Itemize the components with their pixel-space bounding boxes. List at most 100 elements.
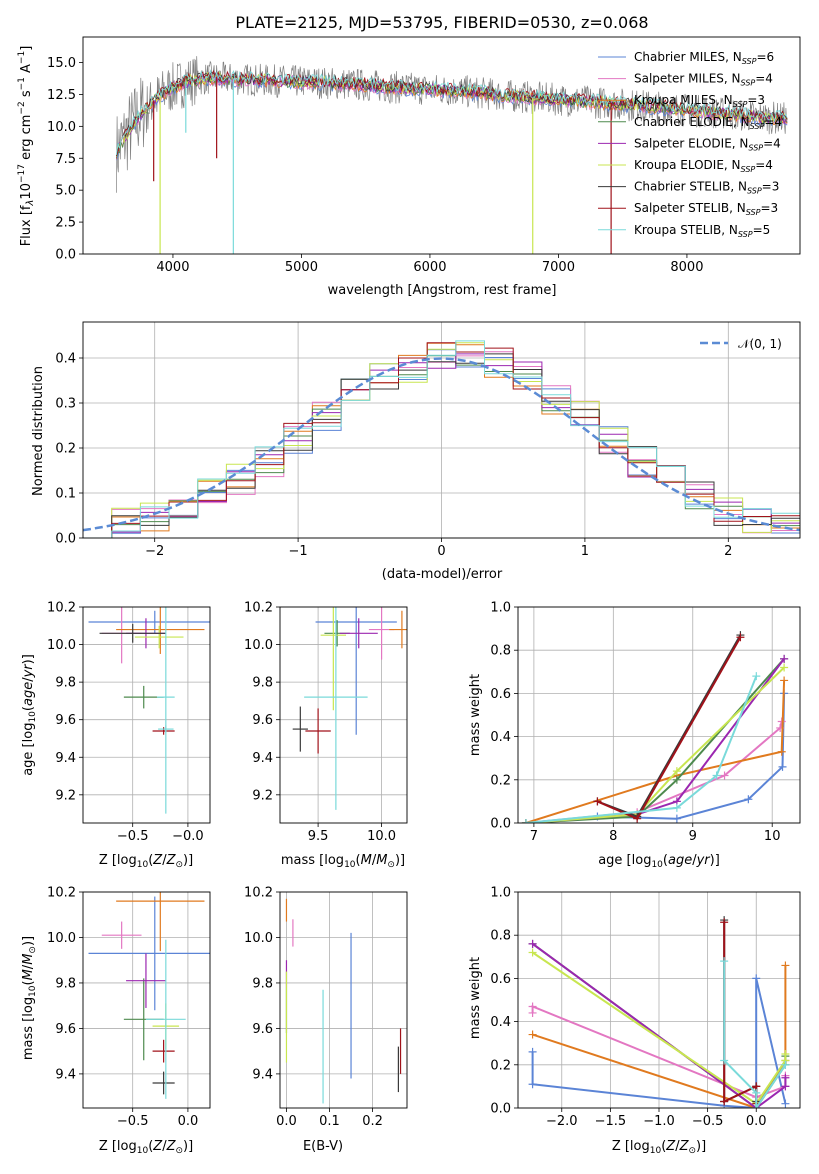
mass-vs-Z-xlabel: Z [log10(Z/Z⊙)] (99, 1139, 193, 1156)
y-tick-label: 0.4 (490, 730, 511, 745)
mass-vs-ebv-xlabel: E(B-V) (303, 1139, 343, 1154)
weight-line-salpeter-stelib (597, 636, 742, 820)
x-tick-label: 0.0 (746, 1114, 767, 1129)
point-marker (752, 974, 761, 983)
y-tick-label: 0.0 (55, 532, 76, 547)
residuals-panel: −2 −1 0 1 2 0.0 0.1 0.2 0.3 0.4 𝒩(0, 1) (data-mode… (31, 321, 801, 582)
point-marker (712, 771, 721, 780)
point-marker (777, 747, 786, 756)
point-marker (672, 814, 681, 823)
x-tick-label: 8 (609, 829, 617, 844)
y-tick-label: 10.2 (47, 601, 76, 616)
error-bars (292, 607, 407, 810)
legend-value: =4 (763, 136, 781, 150)
weight-line-salpeter-elodie (532, 942, 787, 1108)
y-tick-label: 0.6 (490, 972, 511, 987)
histograms (83, 340, 800, 538)
y-tick-label: 0.3 (55, 397, 76, 412)
legend-value: =6 (756, 50, 774, 64)
weight-line-chabrier-stelib (597, 634, 742, 818)
x-tick-label: 4000 (156, 260, 189, 275)
legend-subscript: SSP (748, 143, 763, 152)
x-tick-label: 0.1 (319, 1114, 340, 1129)
axes-frame (517, 891, 801, 1109)
y-tick-label: 9.6 (252, 1022, 273, 1037)
y-tick-label: 9.2 (55, 788, 76, 803)
point-marker (736, 633, 745, 642)
y-tick-label: 12.5 (47, 88, 76, 103)
weight-vs-age-panel: 7 8 9 10 0.0 0.2 0.4 0.6 0.8 1.0 age [log10(age/y… (468, 601, 801, 870)
weight-line-chabrier-stelib (723, 920, 758, 1104)
y-tick-label: 10.2 (47, 886, 76, 901)
point-marker (781, 1073, 790, 1082)
weight-line-chabrier-elodie (525, 658, 785, 823)
age-vs-Z-panel: −0.5 −0.0 9.2 9.4 9.6 9.8 10.0 10.2 Z [log10(Z/… (21, 601, 211, 870)
legend-subscript: SSP (747, 187, 762, 196)
legend-label: Kroupa ELODIE, NSSP=4 (634, 158, 773, 174)
point-marker (633, 814, 642, 823)
point-marker (720, 957, 729, 966)
y-tick-label: 10.0 (47, 638, 76, 653)
y-tick-label: 0.4 (55, 352, 76, 367)
y-tick-label: 10.0 (244, 638, 273, 653)
x-tick-label: 0.2 (362, 1114, 383, 1129)
legend-label: Kroupa MILES, NSSP=3 (634, 93, 765, 109)
axes-frame (82, 891, 211, 1109)
x-tick-label: 0.0 (276, 1114, 297, 1129)
error-bars (285, 898, 402, 1104)
y-tick-label: 0.2 (55, 442, 76, 457)
legend-value: =4 (764, 115, 782, 129)
x-tick-label: 1 (581, 544, 589, 559)
spectrum-panel: PLATE=2125, MJD=53795, FIBERID=0530, z=0… (17, 13, 801, 298)
histogram-salpeter-stelib (83, 342, 800, 538)
weight-vs-Z-ylabel: mass weight (468, 957, 483, 1039)
y-tick-label: 0.8 (490, 644, 511, 659)
x-tick-label: 8000 (670, 260, 703, 275)
point-marker (720, 918, 729, 927)
mass-vs-Z-ylabel: mass [log10(M/M⊙)] (21, 936, 38, 1060)
weight-line-salpeter-elodie (525, 658, 785, 823)
spectrum-lines (116, 56, 788, 254)
y-tick-label: 9.2 (252, 788, 273, 803)
x-tick-label: 9.5 (308, 829, 329, 844)
point-marker (778, 762, 787, 771)
y-tick-label: 2.5 (55, 216, 76, 231)
y-tick-label: 9.4 (55, 1067, 76, 1082)
weight-line-kroupa-miles (532, 965, 787, 1108)
point-marker (781, 1060, 790, 1069)
legend-value: =5 (753, 223, 771, 237)
legend-subscript: SSP (741, 165, 756, 174)
error-bars (88, 607, 210, 814)
residuals-xlabel: (data-model)/error (382, 567, 503, 582)
point-marker (720, 1056, 729, 1065)
point-marker (528, 1030, 537, 1039)
y-tick-label: 1.0 (490, 886, 511, 901)
y-tick-label: 7.5 (55, 152, 76, 167)
x-tick-label: −0.5 (117, 829, 149, 844)
point-marker (780, 654, 789, 663)
legend-label: Kroupa STELIB, NSSP=5 (634, 223, 770, 239)
legend-value: =3 (762, 180, 780, 194)
point-marker (720, 1097, 729, 1106)
point-marker (672, 775, 681, 784)
legend-label: Chabrier STELIB, NSSP=3 (634, 180, 779, 196)
point-marker (528, 948, 537, 957)
x-tick-label: 0.0 (178, 1114, 199, 1129)
legend-subscript: SSP (733, 100, 748, 109)
x-tick-label: −1.5 (595, 1114, 627, 1129)
point-marker (752, 1088, 761, 1097)
x-tick-label: 0 (437, 544, 445, 559)
point-marker (744, 795, 753, 804)
normal-curve (83, 357, 800, 532)
point-marker (593, 797, 602, 806)
point-marker (780, 663, 789, 672)
y-tick-label: 15.0 (47, 56, 76, 71)
y-tick-label: 5.0 (55, 184, 76, 199)
x-tick-label: −1.0 (643, 1114, 675, 1129)
y-tick-label: 0.0 (490, 817, 511, 832)
residuals-ylabel: Normed distribution (31, 366, 46, 496)
weight-line-chabrier-miles (531, 978, 787, 1108)
model-spectrum-kroupa-stelib (116, 69, 788, 156)
legend-subscript: SSP (746, 208, 761, 217)
